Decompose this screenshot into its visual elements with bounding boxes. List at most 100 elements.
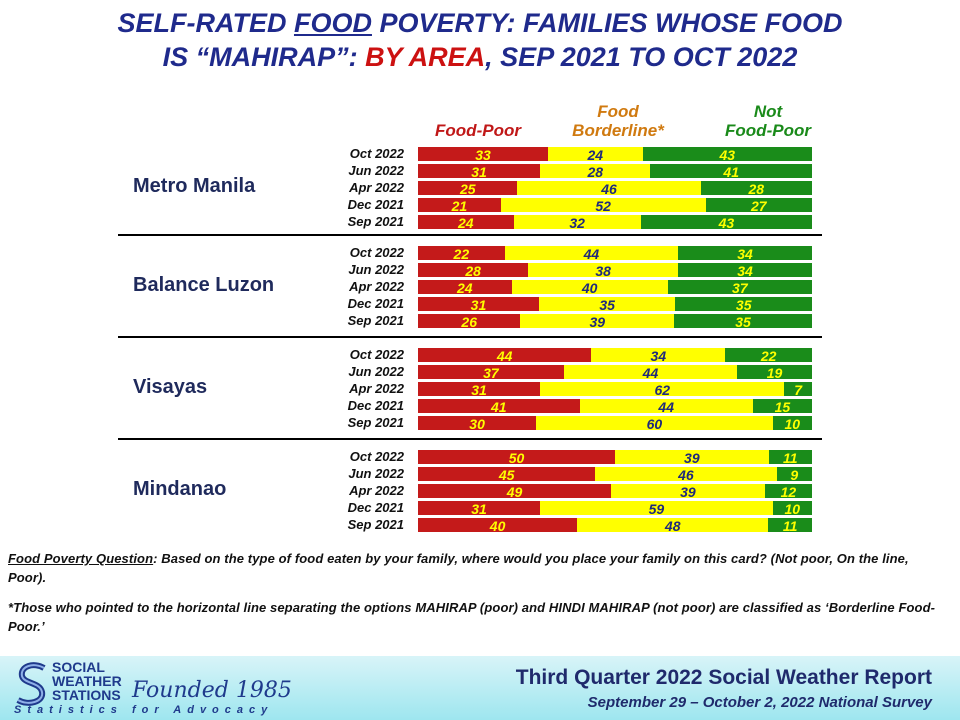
- value-label-borderline: 39: [684, 450, 700, 466]
- bar-not-food-poor: [768, 450, 812, 464]
- value-label-borderline: 35: [599, 297, 615, 313]
- title-underlined: FOOD: [293, 8, 372, 38]
- bar-food-poor: [418, 518, 578, 532]
- value-label-not-food-poor: 41: [723, 164, 739, 180]
- row-label: Jun 2022: [348, 163, 404, 178]
- bar-borderline: [540, 382, 785, 396]
- value-label-food-poor: 24: [457, 280, 473, 296]
- value-label-not-food-poor: 35: [735, 297, 752, 313]
- org-name-line: WEATHER: [52, 673, 122, 689]
- value-label-food-poor: 28: [465, 263, 481, 279]
- value-label-borderline: 60: [646, 416, 663, 432]
- legend-food-borderline: Food Borderline*: [548, 102, 688, 140]
- legend-food-poor-label: Food-Poor: [435, 121, 521, 140]
- bar-food-poor: [418, 181, 518, 195]
- bar-not-food-poor: [776, 467, 812, 481]
- tagline: Statistics for Advocacy: [14, 704, 274, 716]
- value-label-food-poor: 31: [471, 501, 487, 517]
- bar-borderline: [577, 518, 769, 532]
- group-separator: [118, 438, 822, 440]
- bar-borderline: [536, 416, 773, 430]
- row-label: Dec 2021: [347, 500, 404, 515]
- bar-not-food-poor: [675, 297, 812, 311]
- bar-borderline: [611, 484, 765, 498]
- bar-borderline: [517, 181, 701, 195]
- value-label-not-food-poor: 34: [737, 246, 753, 262]
- value-label-not-food-poor: 10: [784, 416, 801, 432]
- value-label-food-poor: 45: [498, 467, 515, 483]
- value-label-not-food-poor: 11: [783, 450, 798, 466]
- value-label-food-poor: 26: [461, 314, 477, 330]
- row-label: Sep 2021: [347, 313, 404, 328]
- bar-borderline: [591, 348, 726, 362]
- bar-borderline: [595, 467, 777, 481]
- row-label: Apr 2022: [349, 381, 404, 396]
- bar-borderline: [540, 164, 651, 178]
- title-part: SELF-RATED: [117, 8, 294, 38]
- legend-not-food-poor-line1: Not: [753, 102, 783, 121]
- value-label-food-poor: 31: [470, 297, 487, 313]
- value-label-food-poor: 40: [489, 518, 506, 534]
- bar-not-food-poor: [737, 365, 812, 379]
- bar-not-food-poor: [768, 518, 812, 532]
- bar-food-poor: [418, 280, 512, 294]
- group-separator: [118, 234, 822, 236]
- value-label-borderline: 34: [650, 348, 667, 364]
- value-label-borderline: 32: [569, 215, 585, 231]
- value-label-borderline: 52: [595, 198, 611, 214]
- row-label: Oct 2022: [349, 146, 404, 161]
- row-label: Jun 2022: [348, 364, 404, 379]
- row-label: Dec 2021: [347, 398, 404, 413]
- row-label: Apr 2022: [349, 180, 404, 195]
- bar-food-poor: [418, 164, 541, 178]
- bar-borderline: [528, 263, 679, 277]
- row-label: Jun 2022: [348, 262, 404, 277]
- legend-not-food-poor: Not Food-Poor: [708, 102, 828, 140]
- value-label-food-poor: 33: [475, 147, 491, 163]
- value-label-food-poor: 49: [506, 484, 523, 500]
- bar-borderline: [540, 501, 773, 515]
- bar-food-poor: [418, 215, 514, 229]
- bar-borderline: [511, 280, 668, 294]
- org-name-line: SOCIAL: [52, 659, 105, 675]
- row-label: Apr 2022: [349, 483, 404, 498]
- bar-food-poor: [418, 399, 580, 413]
- bar-not-food-poor: [667, 280, 812, 294]
- bar-borderline: [504, 246, 679, 260]
- chart-title-line1: SELF-RATED FOOD POVERTY: FAMILIES WHOSE …: [0, 6, 960, 40]
- value-label-not-food-poor: 9: [790, 467, 799, 483]
- row-label: Oct 2022: [349, 449, 404, 464]
- value-label-borderline: 44: [583, 246, 600, 262]
- footnote-question-text: : Based on the type of food eaten by you…: [8, 551, 909, 585]
- value-label-borderline: 39: [589, 314, 606, 330]
- row-label: Sep 2021: [347, 415, 404, 430]
- bar-not-food-poor: [650, 164, 812, 178]
- legend-food-borderline-line1: Food: [597, 102, 639, 121]
- value-label-food-poor: 50: [508, 450, 525, 466]
- bar-food-poor: [418, 365, 564, 379]
- value-label-not-food-poor: 34: [737, 263, 753, 279]
- bar-not-food-poor: [678, 263, 812, 277]
- legend-not-food-poor-line2: Food-Poor: [725, 121, 811, 140]
- bar-borderline: [520, 314, 675, 328]
- bar-food-poor: [418, 450, 615, 464]
- org-name: SOCIAL WEATHER STATIONS: [52, 660, 122, 702]
- value-label-borderline: 62: [654, 382, 671, 398]
- value-label-food-poor: 30: [469, 416, 485, 432]
- row-label: Oct 2022: [349, 347, 404, 362]
- footnote-question: Food Poverty Question: Based on the type…: [8, 549, 948, 587]
- bar-not-food-poor: [674, 314, 812, 328]
- bar-borderline: [548, 147, 643, 161]
- bar-borderline: [513, 215, 641, 229]
- org-name-line: STATIONS: [52, 687, 121, 703]
- bar-not-food-poor: [678, 246, 812, 260]
- value-label-food-poor: 31: [471, 382, 487, 398]
- area-label: Visayas: [133, 376, 208, 398]
- bar-not-food-poor: [772, 501, 812, 515]
- row-label: Dec 2021: [347, 296, 404, 311]
- legend-food-poor: Food-Poor: [408, 121, 548, 140]
- bar-food-poor: [418, 484, 612, 498]
- bar-not-food-poor: [764, 484, 812, 498]
- value-label-not-food-poor: 10: [784, 501, 801, 517]
- value-label-food-poor: 44: [496, 348, 513, 364]
